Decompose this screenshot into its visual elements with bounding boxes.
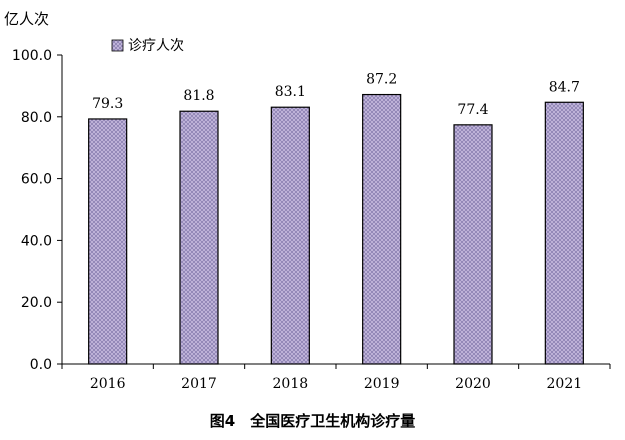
y-tick-label: 80.0 <box>21 110 52 126</box>
data-label: 79.3 <box>92 96 123 112</box>
y-tick-label: 20.0 <box>21 295 52 311</box>
x-tick-label: 2016 <box>90 376 126 392</box>
y-tick-label: 60.0 <box>21 172 52 188</box>
data-label: 77.4 <box>457 102 488 118</box>
y-tick-label: 0.0 <box>30 357 52 373</box>
y-tick-label: 40.0 <box>21 233 52 249</box>
data-label: 87.2 <box>366 72 397 88</box>
bar <box>453 124 493 365</box>
x-tick-label: 2019 <box>364 376 400 392</box>
y-tick-label: 100.0 <box>12 48 52 64</box>
data-label: 81.8 <box>183 88 214 104</box>
x-tick-label: 2018 <box>273 376 309 392</box>
data-label: 84.7 <box>549 79 580 95</box>
bar <box>544 101 584 365</box>
bar <box>88 118 128 365</box>
bar <box>270 106 310 365</box>
bar <box>362 93 402 365</box>
data-label: 83.1 <box>275 84 306 100</box>
x-tick-label: 2021 <box>547 376 583 392</box>
legend-label: 诊疗人次 <box>128 38 184 54</box>
figure-caption: 图4 全国医疗卫生机构诊疗量 <box>209 412 416 430</box>
bar <box>179 110 219 365</box>
plot-area: 0.0 20.0 40.0 60.0 80.0 100.0 79.3 2016 81.8 2017… <box>12 48 611 392</box>
x-tick-label: 2020 <box>455 376 491 392</box>
legend: 诊疗人次 <box>111 38 184 54</box>
x-tick-label: 2017 <box>181 376 217 392</box>
y-axis-label: 亿人次 <box>4 10 49 28</box>
legend-swatch <box>111 39 124 52</box>
